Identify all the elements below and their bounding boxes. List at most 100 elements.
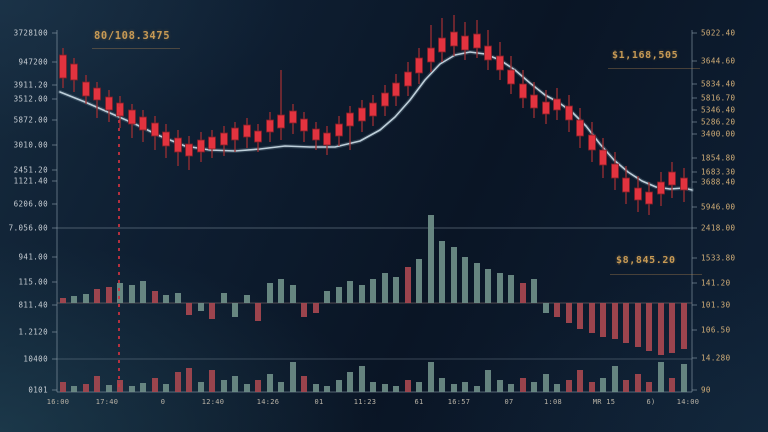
- x-axis-label: 12:40: [202, 398, 225, 406]
- right-axis-label: 3400.00: [701, 130, 735, 139]
- candlestick: [576, 119, 584, 137]
- candlestick: [174, 137, 182, 153]
- volume-bar: [359, 366, 365, 392]
- volume-bar: [83, 384, 89, 392]
- candlestick: [519, 83, 527, 99]
- x-axis-label: 16:57: [448, 398, 471, 406]
- oscillator-bar: [324, 291, 330, 303]
- oscillator-bar: [405, 267, 411, 303]
- left-axis-label: 1.2120: [19, 328, 49, 337]
- candlestick: [415, 57, 423, 74]
- oscillator-bar: [543, 303, 549, 313]
- oscillator-bar: [117, 283, 123, 303]
- volume-bar: [140, 383, 146, 392]
- volume-bar: [681, 364, 687, 392]
- indicator-annotation: $8,845.20: [616, 255, 676, 266]
- volume-bar: [60, 382, 66, 392]
- value-annotation-underline: [608, 68, 700, 69]
- ma-line: [59, 51, 693, 191]
- oscillator-bar: [60, 298, 66, 303]
- right-axis-label: 5946.00: [701, 203, 735, 212]
- candlestick: [116, 102, 124, 117]
- right-axis-label: 1854.80: [701, 154, 735, 163]
- oscillator-bar: [566, 303, 572, 323]
- x-axis-label: 14:26: [257, 398, 280, 406]
- right-axis-label: 1533.80: [701, 254, 735, 263]
- left-axis-label: 3512.00: [14, 95, 48, 104]
- oscillator-bar: [451, 247, 457, 303]
- x-axis-label: 17:40: [96, 398, 119, 406]
- volume-bar: [416, 382, 422, 392]
- candlestick: [450, 31, 458, 47]
- volume-bar: [543, 374, 549, 392]
- oscillator-bar: [635, 303, 641, 347]
- volume-bar: [301, 376, 307, 392]
- oscillator-bar: [577, 303, 583, 329]
- volume-bar: [462, 382, 468, 392]
- candlestick: [668, 171, 676, 186]
- price-annotation-underline: [92, 48, 180, 49]
- candlestick: [231, 127, 239, 141]
- volume-bar: [554, 384, 560, 392]
- volume-bar: [520, 378, 526, 392]
- left-axis-label: 3010.00: [14, 141, 48, 150]
- x-axis-label: 01: [314, 398, 323, 406]
- candlestick: [484, 45, 492, 61]
- oscillator-bar: [175, 293, 181, 303]
- right-axis-label: 106.50: [701, 326, 731, 335]
- oscillator-bar: [600, 303, 606, 337]
- volume-bar: [600, 378, 606, 392]
- oscillator-bar: [129, 285, 135, 303]
- oscillator-bar: [520, 283, 526, 303]
- oscillator-bar: [244, 295, 250, 303]
- candlestick: [657, 181, 665, 195]
- indicator-annotation-underline: [610, 274, 702, 275]
- candlestick: [82, 81, 90, 97]
- candlestick: [208, 136, 216, 150]
- right-axis-label: 3688.40: [701, 178, 735, 187]
- candlestick: [59, 54, 67, 79]
- x-axis-label: 0: [161, 398, 166, 406]
- candlestick: [530, 94, 538, 109]
- oscillator-bar: [681, 303, 687, 349]
- volume-bar: [163, 384, 169, 392]
- candlestick: [162, 131, 170, 147]
- candlestick: [611, 163, 619, 179]
- oscillator-bar: [658, 303, 664, 355]
- left-axis-label: 3911.20: [14, 81, 48, 90]
- candlestick: [588, 134, 596, 151]
- oscillator-bar: [589, 303, 595, 333]
- right-axis-label: 5834.40: [701, 80, 735, 89]
- oscillator-bar: [497, 273, 503, 303]
- volume-bar: [232, 376, 238, 392]
- volume-bar: [623, 380, 629, 392]
- candlestick: [151, 122, 159, 137]
- candlestick: [680, 177, 688, 191]
- volume-bar: [635, 374, 641, 392]
- candlestick: [392, 82, 400, 97]
- volume-bar: [508, 384, 514, 392]
- candlestick: [645, 191, 653, 205]
- oscillator-bar: [71, 296, 77, 303]
- candlestick: [427, 47, 435, 63]
- oscillator-bar: [669, 303, 675, 353]
- candlestick: [507, 69, 515, 85]
- x-axis-label: 1:08: [544, 398, 562, 406]
- volume-bar: [428, 362, 434, 392]
- oscillator-bar: [209, 303, 215, 319]
- right-axis-label: 1683.30: [701, 168, 735, 177]
- candlestick: [622, 177, 630, 193]
- volume-bar: [474, 386, 480, 392]
- oscillator-bar: [163, 295, 169, 303]
- volume-bar: [290, 362, 296, 392]
- candlestick: [369, 102, 377, 117]
- volume-bar: [129, 386, 135, 392]
- left-axis-label: 941.00: [19, 253, 49, 262]
- oscillator-bar: [152, 291, 158, 303]
- volume-bar: [393, 386, 399, 392]
- oscillator-bar: [382, 273, 388, 303]
- left-axis-label: 5872.00: [14, 116, 48, 125]
- x-axis-label: 16:00: [47, 398, 70, 406]
- oscillator-bar: [140, 281, 146, 303]
